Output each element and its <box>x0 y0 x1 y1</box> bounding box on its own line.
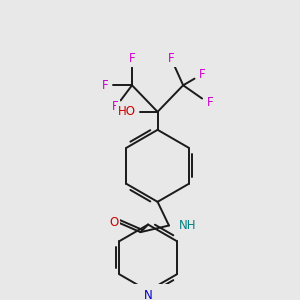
Text: HO: HO <box>118 105 136 118</box>
Text: F: F <box>167 52 174 65</box>
Text: N: N <box>144 289 152 300</box>
Text: NH: NH <box>178 219 196 232</box>
Text: F: F <box>102 79 109 92</box>
Text: F: F <box>112 100 118 112</box>
Text: F: F <box>129 52 135 65</box>
Text: O: O <box>110 216 118 229</box>
Text: F: F <box>206 96 213 109</box>
Text: F: F <box>199 68 206 81</box>
